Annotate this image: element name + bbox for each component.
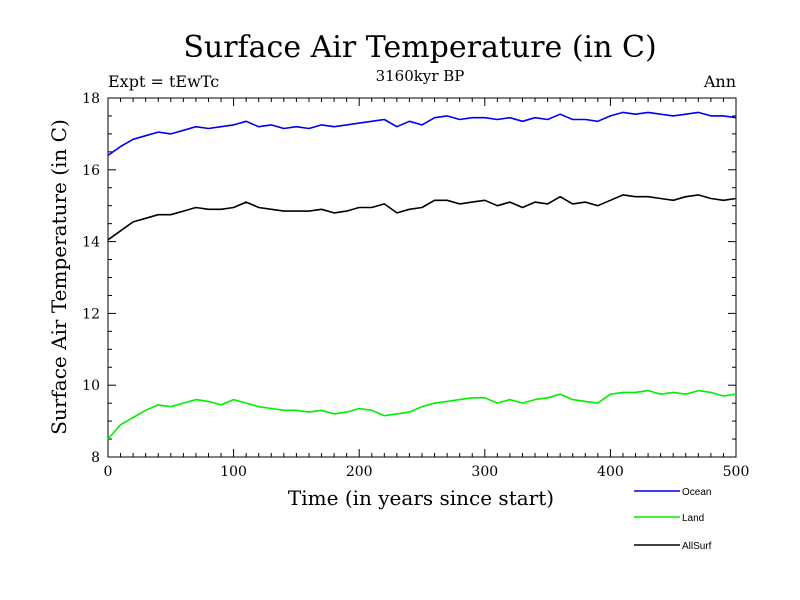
- y-axis-label: Surface Air Temperature (in C): [47, 119, 71, 435]
- season-label: Ann: [703, 72, 736, 91]
- plot-frame: [107, 97, 737, 458]
- y-tick-label: 8: [91, 450, 100, 466]
- y-tick-label: 12: [82, 306, 100, 322]
- legend-label-ocean: Ocean: [682, 487, 711, 498]
- chart-title: Surface Air Temperature (in C): [183, 30, 656, 65]
- x-tick-label: 0: [104, 464, 113, 480]
- x-axis-label: Time (in years since start): [288, 486, 554, 510]
- chart-subtitle: 3160kyr BP: [376, 67, 465, 85]
- x-tick-label: 500: [723, 464, 750, 480]
- series-line-ocean: [107, 111, 737, 157]
- experiment-label: Expt = tEwTc: [108, 72, 219, 91]
- x-tick-label: 300: [471, 464, 498, 480]
- series-line-land: [107, 389, 737, 440]
- y-tick-label: 18: [82, 91, 100, 107]
- plot-area: 0 100 200 300 400 500 8 10 12 14 16 18 Ocean Land AllS…: [82, 91, 749, 552]
- x-tick-label: 200: [346, 464, 373, 480]
- legend-label-allsurf: AllSurf: [682, 541, 712, 552]
- y-tick-label: 16: [82, 163, 100, 179]
- x-tick-label: 100: [220, 464, 247, 480]
- series-line-allsurf: [107, 194, 737, 241]
- x-tick-label: 400: [597, 464, 624, 480]
- legend-label-land: Land: [682, 513, 704, 524]
- y-tick-label: 10: [82, 378, 100, 394]
- y-tick-label: 14: [82, 235, 100, 251]
